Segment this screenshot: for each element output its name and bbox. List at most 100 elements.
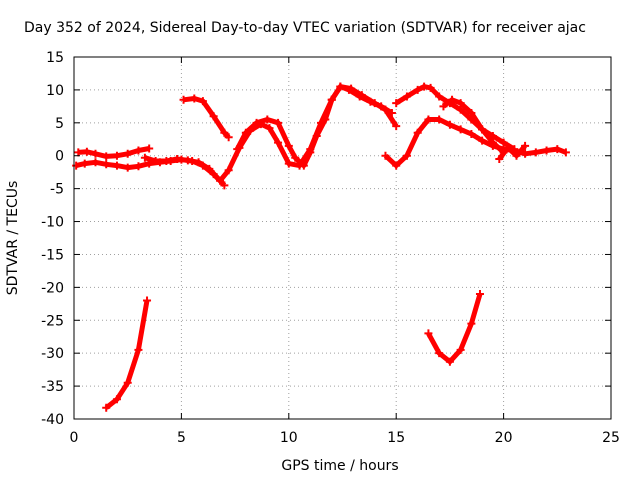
data-point — [112, 395, 121, 404]
series-line — [497, 144, 527, 161]
data-point — [435, 92, 444, 101]
y-tick-label: 5 — [55, 116, 64, 132]
data-point — [183, 156, 192, 165]
data-point — [179, 95, 188, 104]
y-tick-label: -15 — [41, 247, 64, 263]
data-point — [392, 161, 401, 170]
data-point — [426, 83, 435, 92]
data-point — [112, 151, 121, 160]
data-point — [402, 151, 411, 160]
data-point — [512, 151, 521, 160]
series-arc-9 — [495, 141, 530, 164]
x-tick-label: 10 — [280, 430, 298, 446]
data-point — [198, 97, 207, 106]
data-point — [72, 161, 81, 170]
x-tick-label: 5 — [177, 430, 186, 446]
data-point — [542, 146, 551, 155]
y-tick-label: -20 — [41, 280, 64, 296]
data-point — [209, 112, 218, 121]
data-point — [220, 181, 229, 190]
data-point — [402, 92, 411, 101]
data-point — [475, 289, 484, 298]
data-point — [306, 148, 315, 157]
x-tick-label: 15 — [387, 430, 405, 446]
data-point — [439, 102, 448, 111]
series-arc-2 — [74, 144, 154, 161]
series-arc-11 — [424, 289, 484, 366]
x-axis-label: GPS time / hours — [281, 458, 398, 474]
data-point — [274, 118, 283, 127]
data-point — [478, 125, 487, 134]
data-point — [445, 357, 454, 366]
series-arc-10 — [102, 296, 152, 412]
data-point — [327, 95, 336, 104]
data-point — [134, 146, 143, 155]
data-point — [478, 136, 487, 145]
data-point — [284, 159, 293, 168]
data-point — [336, 82, 345, 91]
data-point — [424, 329, 433, 338]
data-point — [224, 166, 233, 175]
data-point — [488, 138, 497, 147]
series-line — [183, 96, 231, 140]
y-tick-label: 10 — [46, 83, 64, 99]
series-arc-3 — [140, 82, 396, 185]
data-point — [561, 148, 570, 157]
data-point — [424, 115, 433, 124]
data-point — [82, 147, 91, 156]
data-point — [456, 125, 465, 134]
data-point — [467, 108, 476, 117]
series-arc-5 — [233, 82, 401, 170]
data-point — [91, 149, 100, 158]
data-point — [495, 155, 504, 164]
data-point — [284, 141, 293, 150]
y-tick-label: -5 — [50, 182, 64, 198]
data-point — [123, 163, 132, 172]
series-layer — [72, 82, 570, 412]
data-point — [265, 124, 274, 133]
data-point — [392, 122, 401, 131]
data-point — [503, 143, 512, 152]
data-point — [499, 138, 508, 147]
data-point — [145, 144, 154, 153]
data-point — [233, 145, 242, 154]
data-point — [413, 128, 422, 137]
x-tick-label: 25 — [602, 430, 620, 446]
data-point — [467, 130, 476, 139]
data-point — [299, 161, 308, 170]
y-tick-label: -30 — [41, 346, 64, 362]
data-point — [80, 159, 89, 168]
data-point — [456, 345, 465, 354]
data-point — [173, 155, 182, 164]
data-point — [205, 164, 214, 173]
y-tick-label: -10 — [41, 215, 64, 231]
data-point — [151, 156, 160, 165]
data-point — [312, 131, 321, 140]
data-point — [521, 149, 530, 158]
data-point — [140, 153, 149, 162]
y-tick-label: -40 — [41, 412, 64, 428]
data-point — [370, 99, 379, 108]
y-tick-label: -35 — [41, 379, 64, 395]
data-point — [216, 176, 225, 185]
data-point — [123, 149, 132, 158]
data-point — [102, 160, 111, 169]
data-point — [190, 94, 199, 103]
data-point — [162, 156, 171, 165]
ticks-layer: -40 -35 -30 -25 -20 -15 -10 -5 0 5 10 15 0 5 10 15 20 25 — [41, 50, 620, 446]
data-point — [134, 345, 143, 354]
data-point — [392, 99, 401, 108]
data-point — [467, 319, 476, 328]
data-point — [102, 403, 111, 412]
plot-frame — [73, 56, 612, 420]
data-point — [553, 145, 562, 154]
data-point — [381, 105, 390, 114]
series-line — [104, 300, 150, 410]
data-point — [224, 133, 233, 142]
chart-title: Day 352 of 2024, Sidereal Day-to-day VTE… — [24, 20, 586, 36]
data-point — [220, 128, 229, 137]
data-point — [263, 115, 272, 124]
x-tick-label: 0 — [70, 430, 79, 446]
data-point — [435, 115, 444, 124]
